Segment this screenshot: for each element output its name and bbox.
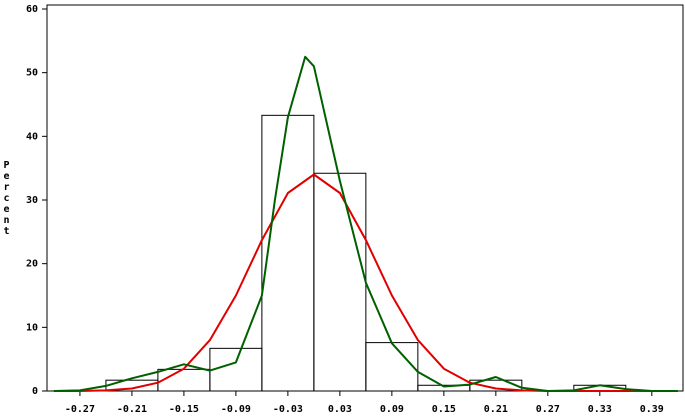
y-tick-label: 0: [32, 386, 38, 397]
y-tick-label: 40: [26, 131, 38, 142]
x-tick-label: 0.09: [380, 404, 404, 415]
x-tick-label: 0.39: [640, 404, 664, 415]
histogram-bar: [157, 368, 211, 392]
histogram-bar: [261, 114, 315, 392]
y-tick-label: 10: [26, 322, 38, 333]
x-tick-label: -0.09: [221, 404, 251, 415]
x-tick-label: -0.03: [273, 404, 303, 415]
y-tick-label: 20: [26, 259, 38, 270]
y-axis-label: Percent: [1, 160, 12, 237]
histogram-bar: [209, 347, 263, 392]
x-tick-label: 0.15: [432, 404, 456, 415]
histogram-bar: [365, 342, 419, 392]
x-tick-label: 0.33: [588, 404, 612, 415]
x-tick-label: 0.03: [328, 404, 352, 415]
x-tick-label: -0.27: [65, 404, 95, 415]
x-tick-label: -0.15: [169, 404, 199, 415]
x-tick-label: 0.27: [536, 404, 560, 415]
y-tick-label: 30: [26, 195, 38, 206]
x-tick-label: -0.21: [117, 404, 147, 415]
y-tick-label: 60: [26, 4, 38, 15]
plot-frame: [46, 4, 684, 392]
density-curve: [53, 55, 678, 392]
y-tick-label: 50: [26, 68, 38, 79]
histogram-bar: [313, 172, 367, 392]
x-tick-label: 0.21: [484, 404, 508, 415]
